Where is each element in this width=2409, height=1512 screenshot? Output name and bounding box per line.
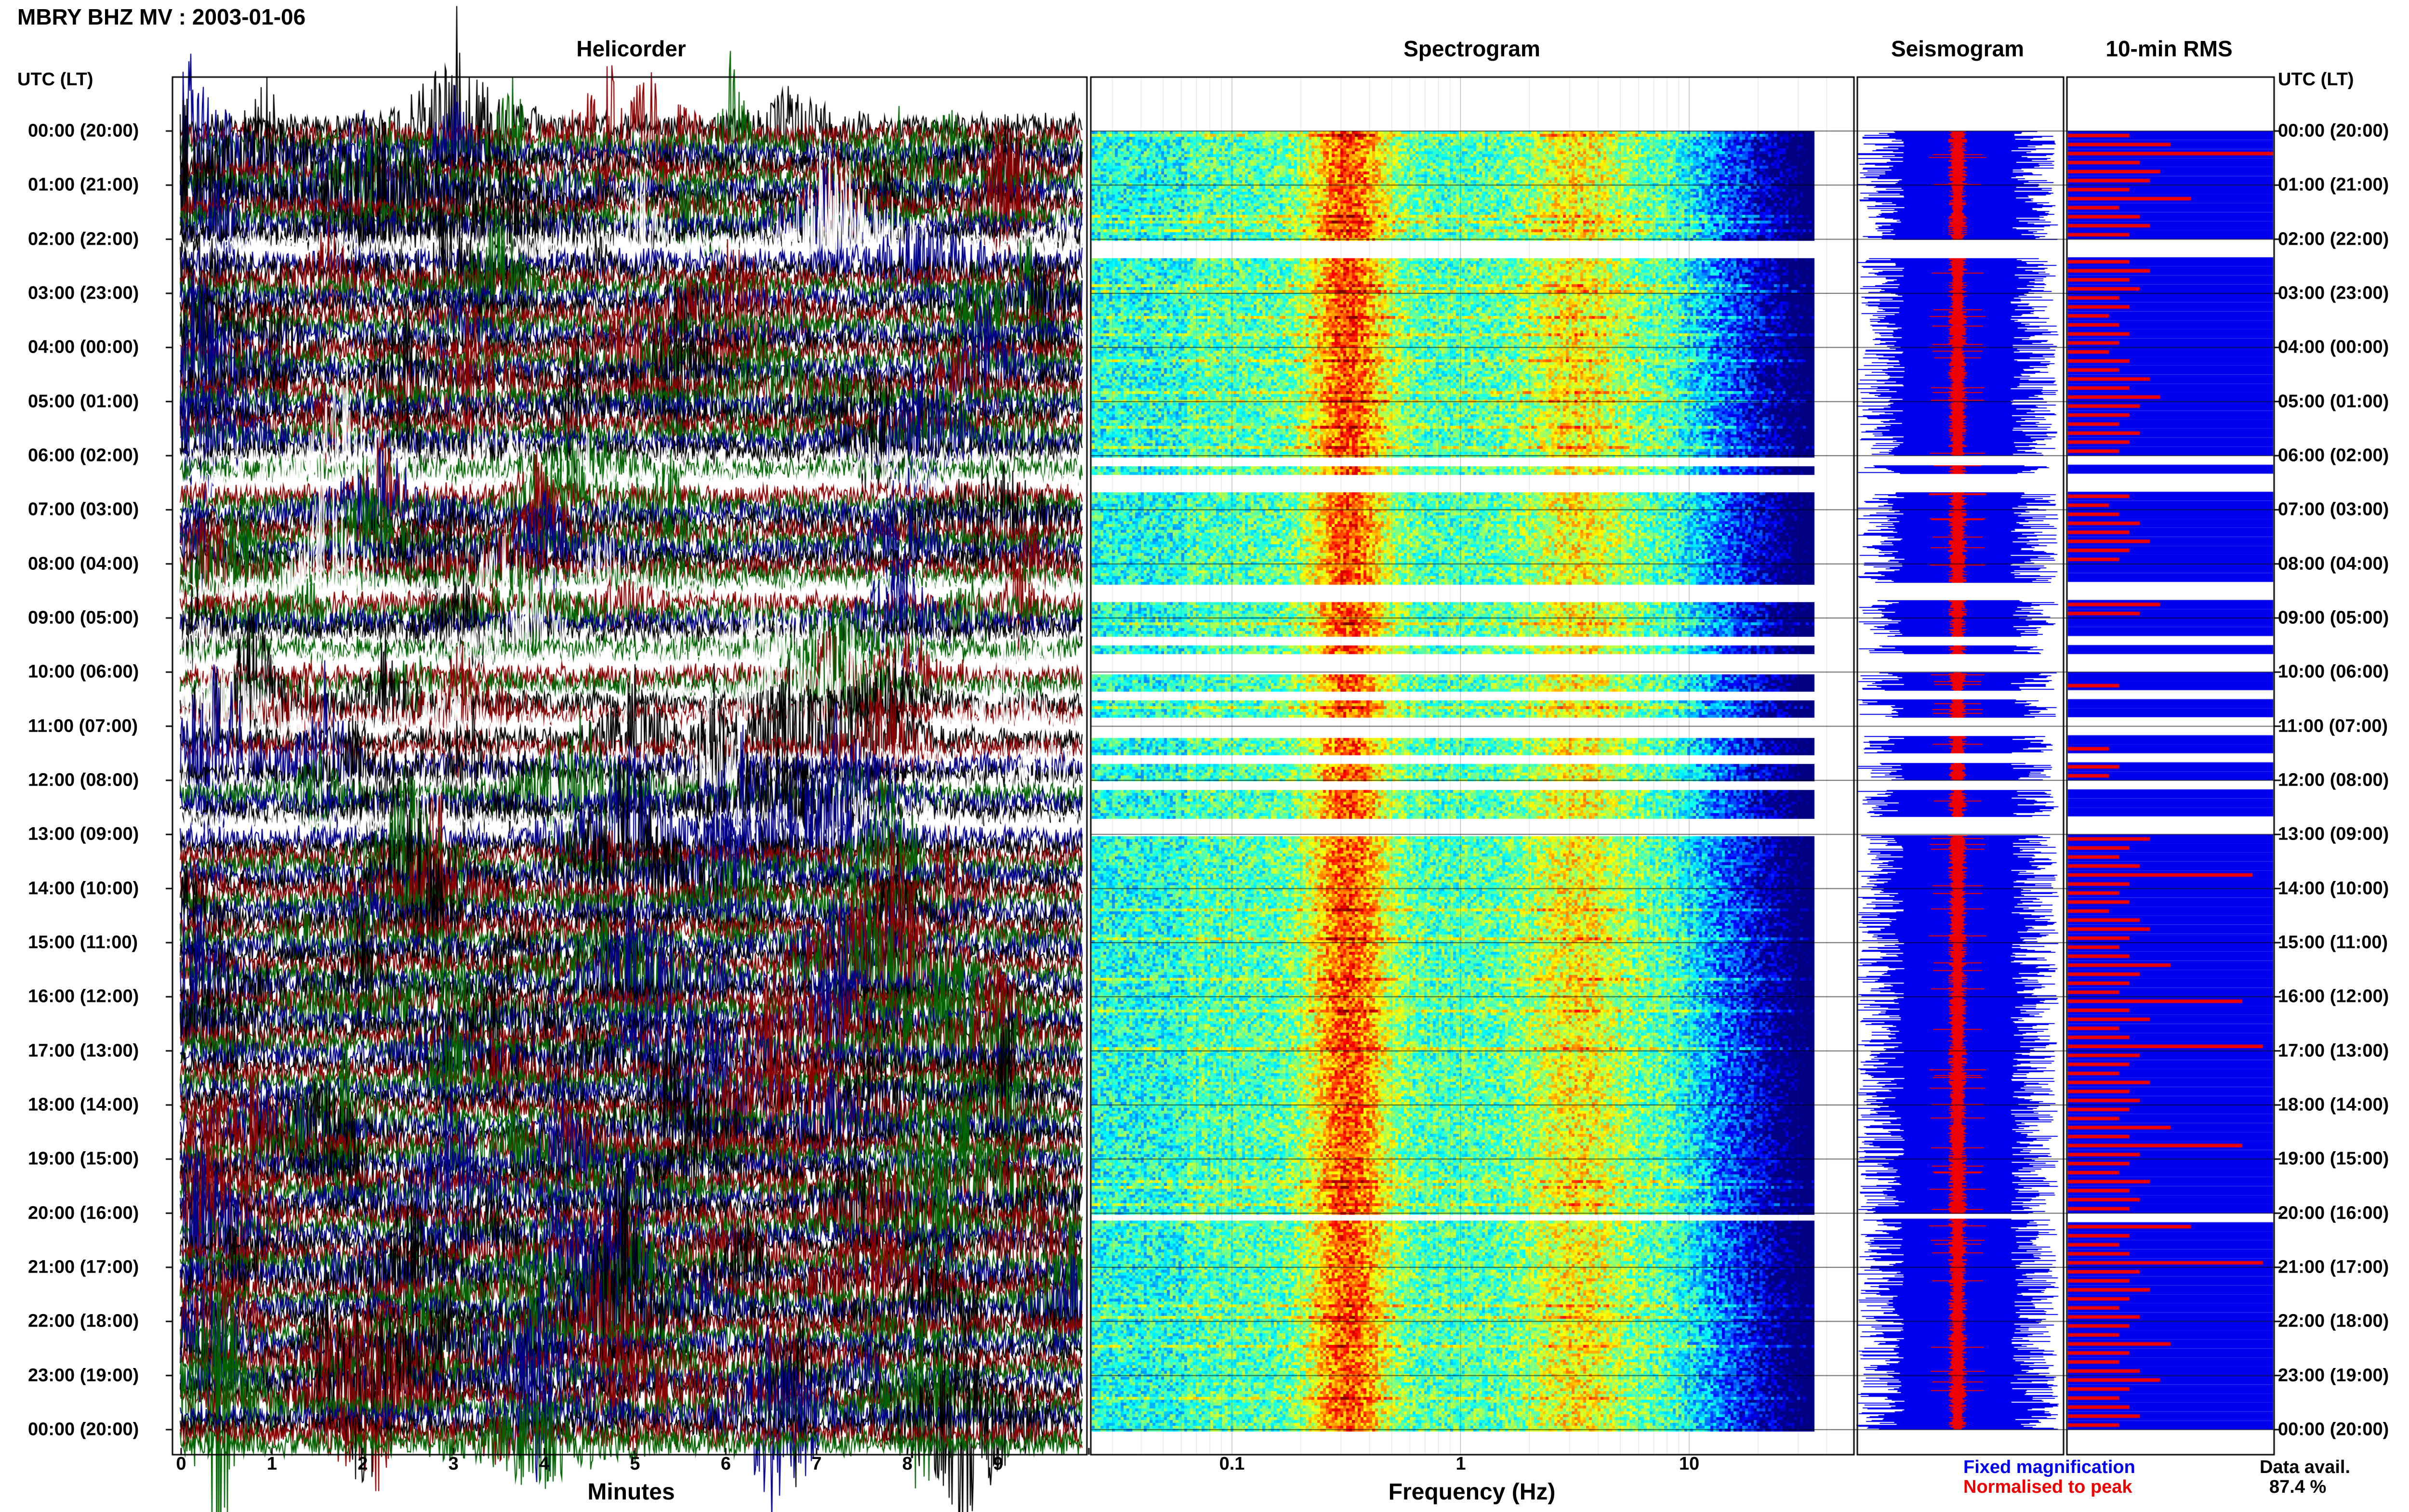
time-label-right: 00:00 (20:00)	[2278, 1419, 2389, 1440]
time-label-right: 00:00 (20:00)	[2278, 120, 2389, 141]
minute-tick-label: 7	[811, 1454, 822, 1474]
frequency-tick-label: 10	[1679, 1454, 1700, 1474]
time-label-left: 14:00 (10:00)	[28, 878, 139, 899]
time-label-left: 19:00 (15:00)	[28, 1148, 139, 1169]
rms-title: 10-min RMS	[2105, 36, 2233, 61]
time-label-left: 02:00 (22:00)	[28, 229, 139, 250]
time-label-left: 09:00 (05:00)	[28, 607, 139, 628]
time-label-left: 05:00 (01:00)	[28, 391, 139, 412]
time-label-right: 22:00 (18:00)	[2278, 1311, 2389, 1331]
time-label-left: 18:00 (14:00)	[28, 1094, 139, 1115]
time-label-right: 19:00 (15:00)	[2278, 1148, 2389, 1169]
seismogram-title: Seismogram	[1891, 36, 2025, 61]
time-label-right: 16:00 (12:00)	[2278, 986, 2389, 1007]
time-label-right: 13:00 (09:00)	[2278, 824, 2389, 844]
time-label-right: 14:00 (10:00)	[2278, 878, 2389, 899]
minute-tick-label: 8	[902, 1454, 913, 1474]
time-label-left: 16:00 (12:00)	[28, 986, 139, 1007]
time-label-right: 15:00 (11:00)	[2278, 932, 2388, 953]
time-label-left: 06:00 (02:00)	[28, 445, 139, 466]
time-label-right: 12:00 (08:00)	[2278, 770, 2389, 790]
time-label-left: 08:00 (04:00)	[28, 553, 139, 574]
legend-fixed-magnification: Fixed magnification	[1963, 1457, 2135, 1477]
frequency-tick-label: 1	[1456, 1454, 1466, 1474]
time-label-left: 00:00 (20:00)	[28, 1419, 139, 1440]
time-label-right: 17:00 (13:00)	[2278, 1040, 2389, 1061]
time-label-right: 08:00 (04:00)	[2278, 553, 2389, 574]
data-availability-value: 87.4 %	[2269, 1477, 2327, 1497]
time-label-left: 21:00 (17:00)	[28, 1257, 139, 1277]
minute-tick-label: 4	[539, 1454, 550, 1474]
helicorder-title: Helicorder	[576, 36, 686, 61]
minute-tick-label: 1	[266, 1454, 277, 1474]
time-label-left: 10:00 (06:00)	[28, 661, 139, 682]
time-label-left: 01:00 (21:00)	[28, 174, 139, 195]
frequency-axis-label: Frequency (Hz)	[1388, 1479, 1556, 1505]
time-label-left: 23:00 (19:00)	[28, 1365, 139, 1386]
time-label-left: 00:00 (20:00)	[28, 120, 139, 141]
minute-tick-label: 3	[448, 1454, 459, 1474]
time-label-right: 10:00 (06:00)	[2278, 661, 2389, 682]
time-label-left: 03:00 (23:00)	[28, 283, 139, 303]
time-label-left: 22:00 (18:00)	[28, 1311, 139, 1331]
time-label-left: 04:00 (00:00)	[28, 337, 139, 357]
time-label-right: 04:00 (00:00)	[2278, 337, 2389, 357]
time-label-left: 13:00 (09:00)	[28, 824, 139, 844]
time-label-left: 07:00 (03:00)	[28, 499, 139, 520]
time-label-right: 09:00 (05:00)	[2278, 607, 2389, 628]
minute-tick-label: 5	[630, 1454, 640, 1474]
legend-normalised-to-peak: Normalised to peak	[1963, 1477, 2132, 1497]
frequency-tick-label: 0.1	[1219, 1454, 1245, 1474]
time-label-left: 17:00 (13:00)	[28, 1040, 139, 1061]
time-label-left: 20:00 (16:00)	[28, 1203, 139, 1223]
data-availability-label: Data avail.	[2260, 1457, 2350, 1477]
time-label-right: 07:00 (03:00)	[2278, 499, 2389, 520]
time-label-right: 20:00 (16:00)	[2278, 1203, 2389, 1223]
time-label-right: 11:00 (07:00)	[2278, 716, 2388, 736]
time-label-right: 05:00 (01:00)	[2278, 391, 2389, 412]
time-label-right: 18:00 (14:00)	[2278, 1094, 2389, 1115]
utc-header-left: UTC (LT)	[17, 69, 93, 90]
minute-tick-label: 6	[720, 1454, 731, 1474]
minute-tick-label: 9	[993, 1454, 1004, 1474]
spectrogram-title: Spectrogram	[1403, 36, 1540, 61]
time-label-right: 02:00 (22:00)	[2278, 229, 2389, 250]
minutes-axis-label: Minutes	[587, 1479, 675, 1505]
time-label-right: 21:00 (17:00)	[2278, 1257, 2389, 1277]
time-label-left: 11:00 (07:00)	[28, 716, 138, 736]
minute-tick-label: 2	[357, 1454, 368, 1474]
time-label-left: 12:00 (08:00)	[28, 770, 139, 790]
time-label-left: 15:00 (11:00)	[28, 932, 138, 953]
minute-tick-label: 0	[176, 1454, 186, 1474]
time-label-right: 01:00 (21:00)	[2278, 174, 2389, 195]
time-label-right: 06:00 (02:00)	[2278, 445, 2389, 466]
time-label-right: 03:00 (23:00)	[2278, 283, 2389, 303]
page-title: MBRY BHZ MV : 2003-01-06	[17, 4, 306, 29]
utc-header-right: UTC (LT)	[2278, 69, 2354, 90]
time-label-right: 23:00 (19:00)	[2278, 1365, 2389, 1386]
